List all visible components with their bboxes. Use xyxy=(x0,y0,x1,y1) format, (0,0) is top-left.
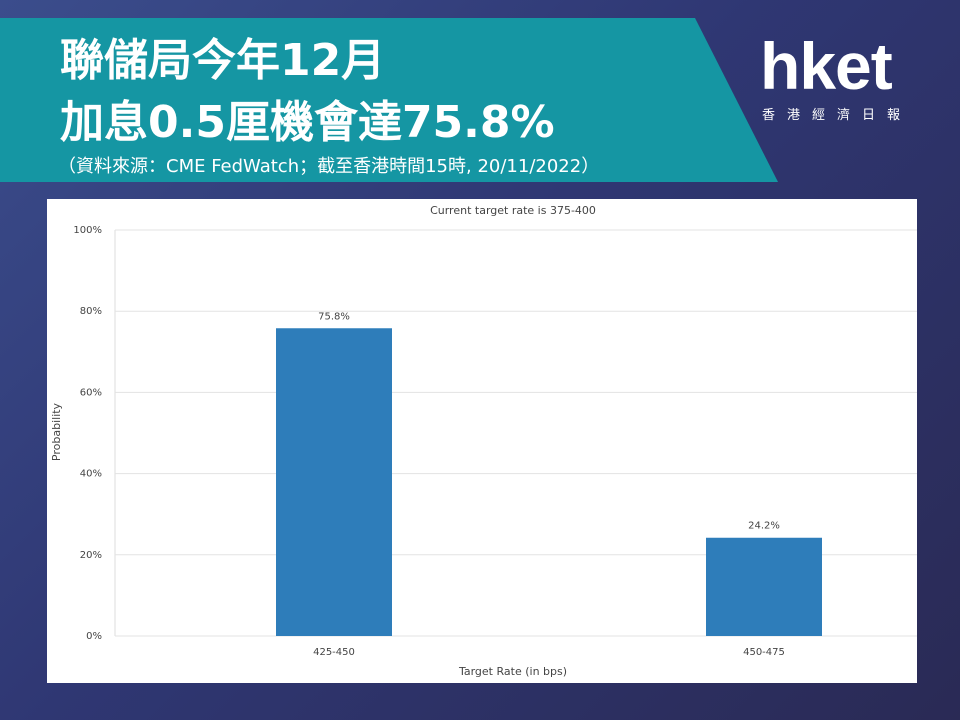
bar xyxy=(706,537,822,636)
source: （資料來源：CME FedWatch；截至香港時間15時, 20/11/2022… xyxy=(58,156,600,177)
x-axis-label: Target Rate (in bps) xyxy=(458,665,567,678)
logo-sub: 香港經濟日報 xyxy=(762,108,913,123)
y-tick-label: 60% xyxy=(80,387,102,398)
banner-shape xyxy=(0,18,778,182)
value-label: 75.8% xyxy=(318,311,350,322)
bar xyxy=(276,328,392,636)
x-tick-label: 450-475 xyxy=(743,647,785,658)
banner xyxy=(0,18,778,182)
y-tick-label: 40% xyxy=(80,469,102,480)
value-label: 24.2% xyxy=(748,521,780,532)
y-tick-label: 100% xyxy=(73,225,102,236)
chart: Current target rate is 375-400 Target Ra… xyxy=(47,199,917,683)
chart-title: Current target rate is 375-400 xyxy=(430,204,596,217)
y-axis-label: Probability xyxy=(50,402,63,461)
y-tick-label: 0% xyxy=(86,631,102,642)
logo: hket xyxy=(760,29,893,103)
x-tick-label: 425-450 xyxy=(313,647,355,658)
title-line: 聯儲局今年12月 xyxy=(60,35,386,86)
title-line: 加息0.5厘機會達75.8% xyxy=(60,97,555,148)
y-tick-label: 80% xyxy=(80,306,102,317)
y-tick-label: 20% xyxy=(80,550,102,561)
